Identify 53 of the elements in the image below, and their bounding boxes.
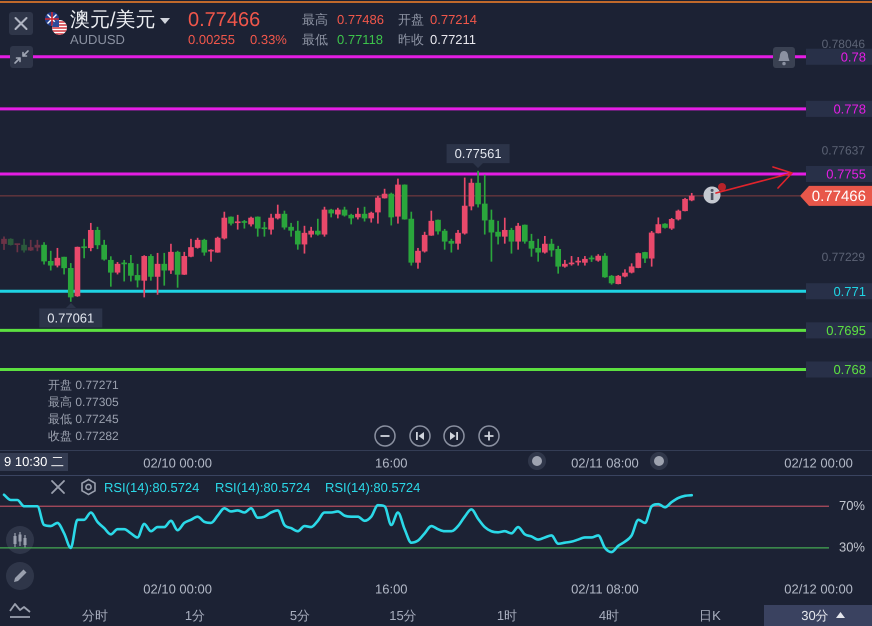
annotation: 0.77118 bbox=[337, 32, 384, 48]
x-tick-label: 02/12 00:00 bbox=[784, 455, 853, 470]
annotation: 0.77466 bbox=[188, 8, 260, 32]
x-tick-label: 02/10 00:00 bbox=[143, 581, 212, 596]
text: 9 10:30 二 bbox=[0, 453, 68, 471]
x-tick-label: 02/11 08:00 bbox=[571, 581, 639, 596]
annotation: 0.77211 bbox=[430, 32, 476, 48]
series-label: RSI(14):80.5724 bbox=[215, 480, 310, 496]
annotation: RSI(14):80.5724 bbox=[325, 480, 420, 496]
annotation: 0.33% bbox=[250, 32, 287, 48]
annotation: 分时 bbox=[82, 608, 108, 624]
annotation: 30分 bbox=[801, 608, 829, 624]
annotation: 0.77214 bbox=[430, 12, 477, 28]
annotation: 最低 bbox=[302, 32, 328, 48]
annotation: 日K bbox=[699, 608, 721, 624]
text: AUDUSD bbox=[70, 32, 125, 48]
annotation: 0.77061 bbox=[47, 310, 94, 326]
chart-title: 澳元/美元 bbox=[70, 8, 156, 32]
annotation: RSI(14):80.5724 bbox=[104, 480, 200, 496]
x-tick-label: 16:00 bbox=[374, 455, 408, 470]
line-series bbox=[2, 493, 694, 554]
ref-line-label: 0.7755 bbox=[826, 166, 866, 182]
annotation: 收盘 0.77282 bbox=[48, 429, 119, 443]
candlestick bbox=[568, 256, 574, 266]
annotation: 1分 bbox=[184, 608, 206, 624]
annotation: 0.00255 bbox=[188, 32, 235, 48]
annotation: 最高 bbox=[302, 12, 328, 28]
x-tick-label: 16:00 bbox=[374, 581, 408, 596]
annotation: 昨收 bbox=[398, 32, 424, 48]
y-tick-label: 0.77637 bbox=[822, 144, 866, 158]
annotation: 4时 bbox=[598, 608, 620, 624]
annotation: 1时 bbox=[496, 608, 518, 624]
annotation: 开盘 bbox=[398, 12, 424, 28]
ref-line-label: 0.768 bbox=[833, 362, 866, 378]
x-tick-label: 02/10 00:00 bbox=[143, 455, 212, 470]
ref-line-label: 0.7695 bbox=[826, 322, 866, 338]
annotation: 0.77486 bbox=[337, 12, 384, 28]
y-tick-label: 30% bbox=[838, 539, 866, 554]
annotation: 最低 0.77245 bbox=[48, 412, 119, 426]
x-tick-label: 02/11 08:00 bbox=[571, 455, 639, 470]
x-tick-label: 02/12 00:00 bbox=[784, 581, 853, 596]
y-tick-label: 0.78046 bbox=[822, 37, 866, 52]
y-tick-label: 70% bbox=[838, 498, 866, 513]
annotation: 最高 0.77305 bbox=[48, 395, 119, 409]
annotation: 开盘 0.77271 bbox=[48, 378, 119, 392]
ref-line-label: 0.771 bbox=[833, 284, 866, 299]
annotation: 15分 bbox=[389, 608, 417, 624]
ref-line-label: 0.78 bbox=[840, 49, 866, 64]
y-tick-label: 0.77229 bbox=[822, 250, 866, 264]
annotation: 0.77561 bbox=[454, 146, 502, 162]
ref-line-label: 0.778 bbox=[833, 101, 866, 116]
ref-line-label: 0.77466 bbox=[812, 188, 866, 206]
annotation: 5分 bbox=[290, 608, 310, 624]
